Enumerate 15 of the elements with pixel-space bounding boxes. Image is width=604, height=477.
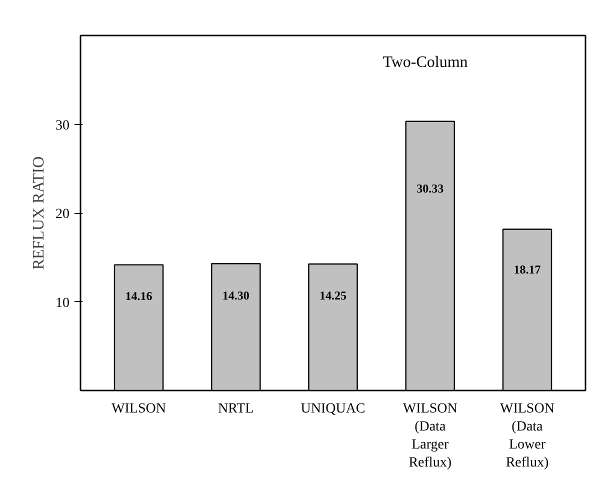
y-tick-label: 10: [56, 296, 70, 311]
data-label: 14.25: [320, 288, 346, 303]
data-label: 14.16: [125, 289, 152, 304]
x-tick-label: WILSON: [112, 402, 166, 416]
y-axis-title: REFLUX RATIO: [30, 156, 48, 270]
data-label: 14.30: [222, 288, 250, 302]
x-tick-label: UNIQUAC: [300, 402, 366, 416]
y-tick-label: 20: [56, 207, 70, 222]
annotation: Two-Column: [382, 54, 468, 71]
x-tick-label: WILSON (Data Lower Reflux): [500, 402, 554, 470]
x-tick-label: WILSON (Data Larger Reflux): [402, 402, 458, 470]
y-tick-label: 30: [56, 118, 70, 134]
x-tick-label: NRTL: [218, 402, 254, 416]
data-label: 18.17: [514, 262, 541, 277]
data-label: 30.33: [416, 182, 444, 196]
